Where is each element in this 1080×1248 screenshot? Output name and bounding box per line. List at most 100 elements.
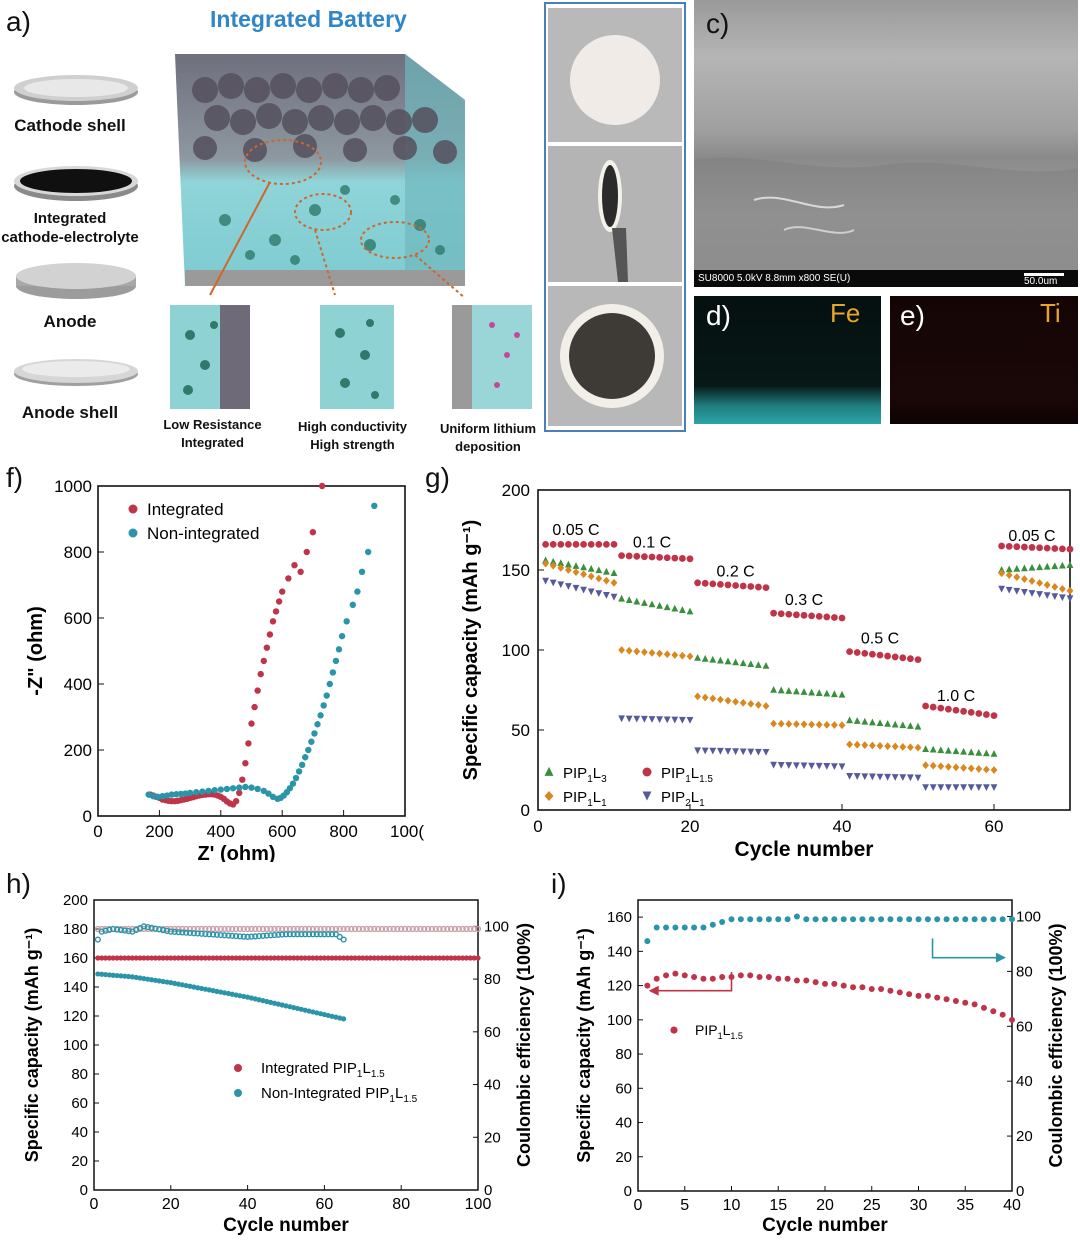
capacity-point-red — [410, 955, 416, 961]
data-point-red — [694, 579, 701, 587]
capacity-point-red — [264, 955, 270, 961]
ce-point-teal — [317, 931, 324, 938]
data-point-navy — [648, 716, 656, 723]
capacity-point-red — [463, 955, 470, 961]
legend-label-red: PIP1L1.5 — [695, 1022, 743, 1041]
data-point-red — [1036, 544, 1043, 552]
ce-point-teal — [831, 916, 838, 923]
x-tick-label: 60 — [316, 1196, 334, 1213]
ce-point-teal — [252, 933, 259, 940]
data-point-navy — [967, 784, 975, 791]
data-point-orange — [587, 572, 595, 581]
ce-point-red — [355, 925, 363, 933]
data-point-green — [701, 654, 709, 662]
capacity-point-teal — [129, 974, 135, 980]
ce-point-red — [221, 925, 228, 933]
capacity-point-red — [133, 955, 139, 961]
ce-point-red — [186, 925, 194, 933]
data-point-green — [975, 748, 983, 756]
data-point-navy — [633, 715, 641, 723]
ce-point-teal — [719, 918, 726, 925]
data-point-green — [717, 656, 724, 664]
data-point-green — [937, 746, 945, 754]
data-point-red — [701, 579, 709, 587]
data-point-navy — [701, 747, 709, 755]
panel-label-d: d) — [706, 300, 731, 331]
capacity-point-red — [924, 992, 931, 999]
data-point-green — [755, 661, 762, 668]
capacity-point-red — [756, 974, 763, 981]
capacity-point-red — [390, 955, 397, 961]
capacity-point-red — [168, 955, 174, 961]
data-point-green — [732, 658, 739, 666]
data-point-red — [838, 614, 846, 622]
capacity-point-red — [775, 975, 782, 982]
x-tick-label: 20 — [816, 1197, 834, 1214]
chart-i-cycling: 0 5 10 15 20 25 30 35 40020406080100120140160020… — [574, 899, 1066, 1236]
ce-point-red — [436, 925, 443, 933]
data-point-red — [732, 582, 739, 589]
capacity-point-red — [1009, 1016, 1015, 1023]
capacity-point-red — [765, 974, 772, 981]
capacity-point-red — [344, 955, 351, 961]
capacity-point-teal — [118, 973, 124, 979]
data-point-navy — [709, 747, 717, 755]
data-point-orange — [633, 647, 641, 656]
data-point-orange — [739, 698, 747, 707]
ce-point-teal — [179, 929, 186, 936]
ce-point-teal — [878, 916, 885, 923]
data-point-green — [770, 686, 777, 693]
arrow-to-right-axis — [931, 938, 998, 959]
data-point-red — [679, 555, 686, 562]
data-point-red — [671, 554, 679, 562]
data-point-green — [838, 690, 846, 698]
y2-tick-label: 100 — [1016, 908, 1041, 925]
data-point-red — [580, 541, 587, 548]
arrow-head-right — [995, 952, 1006, 963]
capacity-point-red — [348, 955, 354, 961]
ce-point-teal — [775, 916, 782, 923]
ce-point-red — [394, 925, 401, 933]
ce-point-red — [448, 925, 455, 933]
data-point-orange — [1005, 571, 1013, 580]
data-point-teal — [308, 738, 315, 745]
data-point-red — [1043, 544, 1051, 552]
data-point-red — [990, 712, 998, 719]
data-point-teal — [314, 721, 321, 728]
data-point-red — [785, 610, 793, 618]
data-point-navy — [595, 590, 603, 598]
data-point-red — [861, 649, 869, 657]
capacity-point-red — [175, 955, 182, 961]
data-point-navy — [929, 784, 937, 791]
data-point-navy — [1005, 586, 1013, 594]
data-point-red — [777, 610, 785, 618]
capacity-point-teal — [179, 982, 185, 988]
data-point-orange — [542, 559, 549, 568]
data-point-orange — [876, 741, 884, 750]
ce-point-red — [398, 925, 405, 933]
ce-point-teal — [681, 924, 688, 931]
ce-point-teal — [653, 924, 660, 931]
ce-point-red — [471, 925, 478, 933]
y2-tick-label: 60 — [1016, 1018, 1033, 1035]
data-point-green — [929, 745, 937, 753]
data-point-navy — [815, 762, 823, 770]
ce-point-red — [421, 925, 428, 933]
capacity-point-red — [210, 955, 216, 961]
ce-point-teal — [167, 928, 174, 935]
ce-point-teal — [962, 916, 969, 923]
ce-point-teal — [206, 931, 213, 938]
y-tick-label: 150 — [502, 561, 530, 580]
data-point-orange — [770, 719, 777, 728]
ce-point-teal — [117, 926, 124, 934]
rate-label: 0.3 C — [785, 592, 823, 609]
capacity-point-red — [110, 955, 116, 961]
data-point-navy — [861, 773, 869, 781]
ce-point-teal — [672, 924, 679, 931]
eds-ti-map — [890, 296, 1078, 424]
capacity-point-teal — [106, 972, 112, 978]
ce-point-teal — [999, 916, 1006, 923]
ce-point-red — [417, 925, 424, 933]
ce-point-red — [271, 925, 278, 933]
data-point-navy — [641, 715, 648, 723]
